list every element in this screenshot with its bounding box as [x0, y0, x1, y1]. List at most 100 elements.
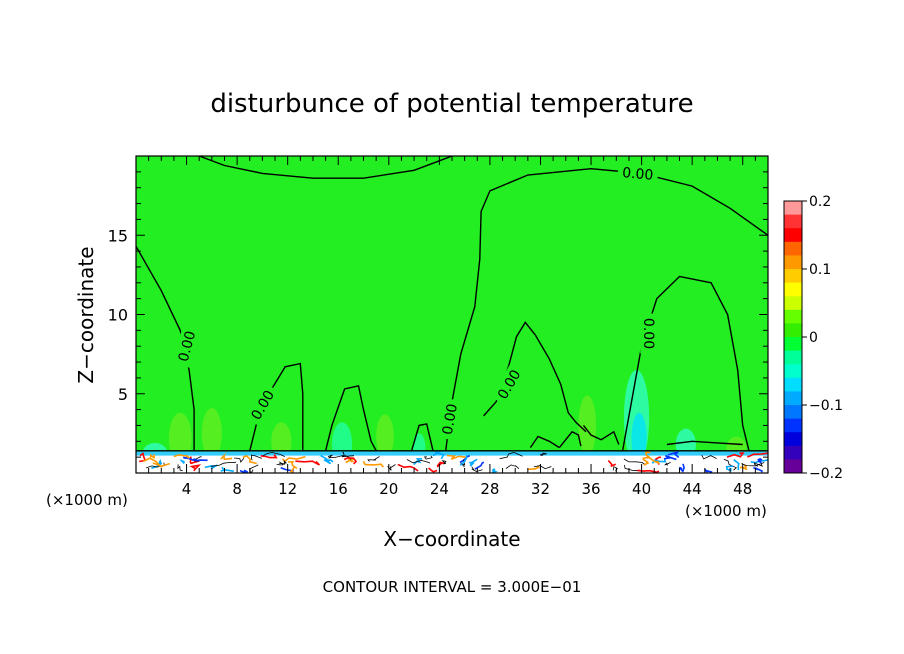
colorbar-swatch: [784, 364, 802, 379]
x-axis-unit: (×1000 m): [685, 502, 767, 520]
surface-contour: [262, 451, 285, 457]
surface-contour: [288, 460, 298, 470]
zero-contour: [582, 424, 620, 445]
surface-contour: [295, 460, 320, 466]
colorbar-swatch: [784, 405, 802, 420]
y-tick-label: 15: [108, 226, 128, 245]
colorbar-swatch: [784, 377, 802, 392]
y-axis-ticks: 5 10 15: [108, 171, 768, 458]
surface-contour: [739, 464, 748, 471]
contour-label-bg: [244, 383, 281, 427]
colorbar-swatch: [784, 323, 802, 338]
surface-contour: [151, 458, 163, 469]
colorbar-swatch: [784, 337, 802, 352]
contour-label-bg: [172, 324, 201, 368]
surface-contour: [145, 462, 165, 469]
contour-label-bg: [491, 362, 527, 407]
surface-contour: [701, 454, 717, 460]
x-tick-label: 20: [379, 480, 398, 498]
colorbar-tick-label: 0.2: [809, 194, 831, 210]
surface-contour: [539, 452, 547, 457]
boundary-layer-edge: [136, 451, 768, 456]
contour-label: 0.00: [440, 403, 461, 436]
surface-contour: [667, 451, 680, 459]
chart-title: disturbunce of potential temperature: [210, 89, 693, 119]
surface-contour: [741, 462, 765, 467]
zero-contour: [249, 362, 304, 451]
contour-label-bg: [437, 397, 462, 441]
surface-contour: [367, 456, 380, 462]
contour-interval-note: CONTOUR INTERVAL = 3.000E−01: [323, 578, 582, 596]
surface-contour: [446, 454, 466, 460]
surface-contour: [210, 461, 237, 467]
x-tick-label: 8: [232, 480, 242, 498]
surface-contour: [189, 456, 200, 465]
surface-contour: [289, 466, 296, 473]
x-tick-label: 16: [329, 480, 348, 498]
surface-contour: [664, 462, 671, 466]
surface-contour: [642, 451, 651, 460]
y-axis-label: Z−coordinate: [74, 246, 98, 383]
surface-contour: [499, 451, 523, 460]
x-tick-label: 36: [581, 480, 600, 498]
surface-contour: [345, 458, 356, 464]
surface-contour: [663, 454, 677, 461]
surface-contour: [505, 464, 520, 469]
colorbar-tick-label: 0: [809, 330, 818, 346]
colorbar-swatch: [784, 350, 802, 365]
x-axis-label: X−coordinate: [383, 527, 520, 551]
contour-label-bg: [640, 313, 659, 354]
surface-contour: [725, 465, 734, 472]
surface-contour: [678, 463, 685, 473]
surface-contour: [362, 460, 384, 468]
surface-contour: [220, 452, 233, 461]
x-tick-label: 4: [182, 480, 192, 498]
surface-contour: [239, 469, 249, 473]
surface-contour: [189, 464, 202, 472]
surface-contour: [220, 466, 234, 472]
colorbar-swatch: [784, 445, 802, 460]
surface-contour: [474, 461, 485, 470]
surface-contour: [177, 464, 183, 472]
x-tick-label: 44: [683, 480, 702, 498]
x-tick-label: 24: [430, 480, 449, 498]
zero-contour: [529, 435, 560, 449]
surface-contour: [278, 459, 288, 465]
y-tick-label: 10: [108, 306, 128, 325]
surface-contour: [406, 459, 430, 464]
contour-label: 0.00: [640, 318, 656, 349]
zero-contour: [445, 167, 768, 451]
surface-contour: [459, 454, 471, 464]
colorbar-swatch: [784, 228, 802, 243]
colorbar-swatch: [784, 269, 802, 284]
surface-contour: [260, 454, 278, 459]
colorbar-swatch: [784, 459, 802, 474]
surface-contour: [193, 458, 208, 462]
zero-contour: [558, 430, 582, 449]
colorbar-tick-label: −0.2: [809, 466, 843, 482]
surface-contour: [242, 454, 257, 465]
colorbar-swatch: [784, 201, 802, 216]
surface-contour: [533, 465, 552, 470]
colorbar: 0.2 0.1 0 −0.1 −0.2: [783, 194, 843, 482]
surface-contour: [149, 453, 156, 459]
surface-contour: [249, 464, 259, 473]
surface-contour: [747, 452, 768, 458]
field-anomaly: [201, 408, 222, 459]
zero-contour: [666, 440, 743, 446]
colorbar-swatch: [784, 214, 802, 229]
colorbar-tick-label: −0.1: [809, 398, 843, 414]
surface-contour: [726, 452, 745, 458]
surface-contour: [343, 457, 358, 465]
surface-contour: [323, 458, 332, 465]
field-layer: [136, 156, 768, 473]
surface-contour: [387, 464, 396, 471]
plot-area: 0.000.000.00 0.000.000.00: [135, 155, 769, 474]
surface-contour: [432, 451, 445, 460]
y-tick-label: 5: [118, 385, 128, 404]
x-axis-ticks: 4 8 12 16 20 24 28 32 36 40 44 48: [148, 156, 756, 498]
surface-contour: [469, 458, 478, 467]
surface-contour: [704, 468, 713, 473]
x-tick-label: 12: [278, 480, 297, 498]
colorbar-swatch: [784, 309, 802, 324]
